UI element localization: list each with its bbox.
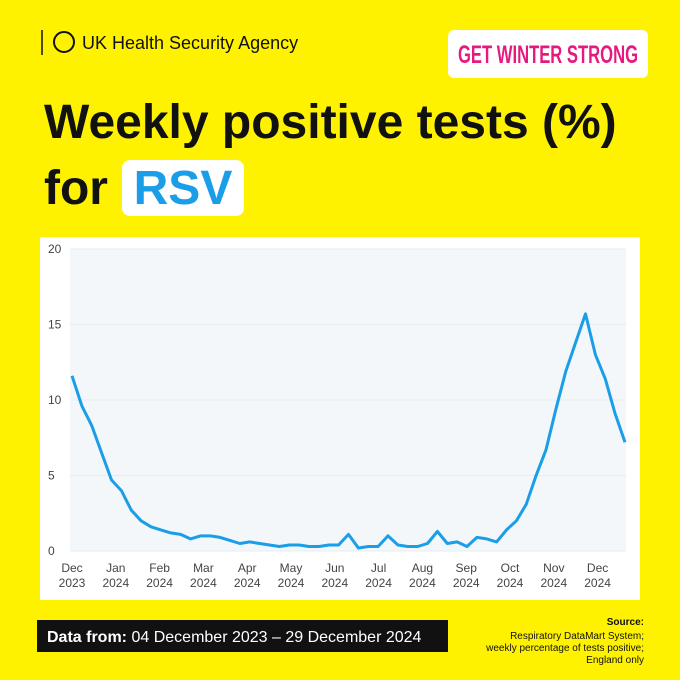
x-tick-label: May 2024 (278, 561, 305, 590)
x-tick-month: Aug (412, 561, 433, 575)
date-range-value: 04 December 2023 – 29 December 2024 (131, 629, 421, 646)
x-tick-year: 2024 (540, 576, 567, 590)
badge: GET WINTER STRONG (458, 41, 638, 69)
date-range-box (37, 620, 448, 652)
x-tick-year: 2024 (453, 576, 480, 590)
highlight-box (122, 160, 244, 216)
x-tick-month: May (280, 561, 303, 575)
title: for (44, 162, 108, 215)
x-tick-label: Aug 2024 (409, 561, 436, 590)
date-range: Data from: 04 December 2023 – 29 Decembe… (47, 629, 422, 646)
x-tick-month: Apr (238, 561, 257, 575)
x-tick-year: 2023 (59, 576, 86, 590)
x-tick-label: Jul 2024 (365, 561, 392, 590)
x-tick-month: Oct (501, 561, 520, 575)
x-tick-month: Dec (587, 561, 608, 575)
x-tick-year: 2024 (190, 576, 217, 590)
agency-name: UK Health Security Agency (82, 33, 298, 53)
x-tick-month: Jan (106, 561, 125, 575)
source: Respiratory DataMart System;weekly perce… (485, 631, 644, 666)
date-range-label: Data from: (47, 629, 127, 646)
title: Weekly positive tests (%) (44, 96, 617, 149)
x-tick-label: Sep 2024 (453, 561, 480, 590)
x-tick-year: 2024 (497, 576, 524, 590)
x-tick-year: 2024 (584, 576, 611, 590)
x-tick-month: Dec (61, 561, 82, 575)
source-line: England only (586, 655, 644, 666)
y-tick-label: 5 (48, 469, 55, 483)
title-highlight: RSV (134, 162, 233, 215)
y-tick-label: 0 (48, 544, 55, 558)
x-tick-year: 2024 (409, 576, 436, 590)
x-tick-label: Feb 2024 (146, 561, 173, 590)
x-tick-label: Dec 2024 (584, 561, 611, 590)
source-title: Source: (607, 617, 644, 628)
x-tick-label: Nov 2024 (540, 561, 567, 590)
x-tick-month: Nov (543, 561, 564, 575)
y-tick-label: 10 (48, 393, 62, 407)
x-tick-year: 2024 (234, 576, 261, 590)
source-line: weekly percentage of tests positive; (485, 643, 644, 654)
x-tick-year: 2024 (321, 576, 348, 590)
x-tick-label: Jan 2024 (102, 561, 129, 590)
x-tick-label: Jun 2024 (321, 561, 348, 590)
x-tick-month: Jul (371, 561, 386, 575)
x-tick-year: 2024 (278, 576, 305, 590)
x-tick-month: Jun (325, 561, 344, 575)
y-tick-label: 15 (48, 318, 62, 332)
x-tick-month: Feb (149, 561, 170, 575)
x-tick-label: Mar 2024 (190, 561, 217, 590)
data-line (70, 312, 627, 550)
x-tick-label: Apr 2024 (234, 561, 261, 590)
crest-icon (53, 31, 75, 53)
x-tick-year: 2024 (102, 576, 129, 590)
x-tick-month: Sep (456, 561, 478, 575)
x-tick-year: 2024 (146, 576, 173, 590)
badge-box (448, 30, 648, 78)
y-tick-label: 20 (48, 242, 62, 256)
x-tick-label: Dec 2023 (59, 561, 86, 590)
x-tick-label: Oct 2024 (497, 561, 524, 590)
x-tick-year: 2024 (365, 576, 392, 590)
source-line: Respiratory DataMart System; (510, 631, 644, 642)
x-tick-month: Mar (193, 561, 214, 575)
